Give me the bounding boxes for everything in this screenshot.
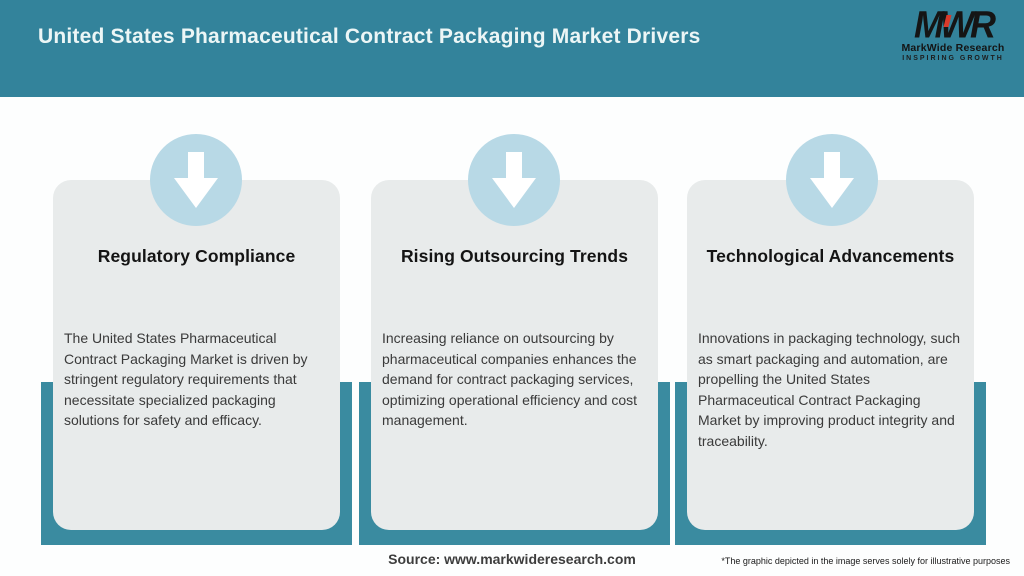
page-title: United States Pharmaceutical Contract Pa… xyxy=(38,25,701,48)
logo-name: MarkWide Research xyxy=(901,42,1005,54)
disclaimer-text: *The graphic depicted in the image serve… xyxy=(721,556,1010,566)
card-title: Technological Advancements xyxy=(706,246,955,266)
card-body: The United States Pharmaceutical Contrac… xyxy=(64,330,308,428)
card-title: Regulatory Compliance xyxy=(97,246,296,266)
card-body: Innovations in packaging technology, suc… xyxy=(698,330,961,449)
source-text: Source: www.markwideresearch.com xyxy=(388,551,636,567)
arrow-circle xyxy=(150,134,242,226)
arrow-circle xyxy=(468,134,560,226)
card-title: Rising Outsourcing Trends xyxy=(400,246,629,266)
down-arrow-icon xyxy=(492,152,536,208)
brand-logo: MWR MarkWide Research INSPIRING GROWTH xyxy=(898,2,1008,62)
driver-card-regulatory-compliance: Regulatory Compliance The United States … xyxy=(53,180,340,530)
header-bar: United States Pharmaceutical Contract Pa… xyxy=(0,0,1024,97)
card-body: Increasing reliance on outsourcing by ph… xyxy=(382,330,638,428)
arrow-circle xyxy=(786,134,878,226)
driver-card-rising-outsourcing-trends: Rising Outsourcing Trends Increasing rel… xyxy=(371,180,658,530)
down-arrow-icon xyxy=(174,152,218,208)
driver-card-technological-advancements: Technological Advancements Innovations i… xyxy=(687,180,974,530)
down-arrow-icon xyxy=(810,152,854,208)
logo-acronym: MWR xyxy=(914,2,996,47)
logo-tagline: INSPIRING GROWTH xyxy=(902,55,1004,62)
